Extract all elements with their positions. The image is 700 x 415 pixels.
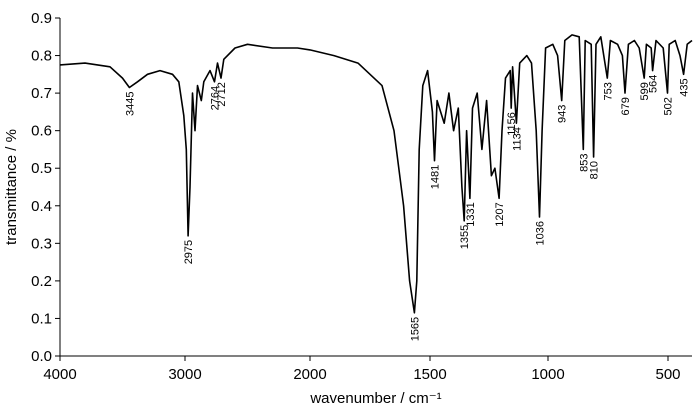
peak-label: 1207 bbox=[494, 202, 506, 226]
x-tick-label: 500 bbox=[655, 366, 680, 383]
peak-label: 810 bbox=[589, 161, 601, 179]
peak-label: 2975 bbox=[183, 240, 195, 264]
peak-label: 853 bbox=[578, 153, 590, 171]
y-tick-label: 0.0 bbox=[31, 348, 52, 365]
peak-label: 564 bbox=[648, 75, 660, 93]
peak-label: 502 bbox=[663, 97, 675, 115]
y-tick-label: 0.4 bbox=[31, 198, 52, 215]
y-tick-label: 0.2 bbox=[31, 273, 52, 290]
peak-label: 435 bbox=[679, 78, 691, 96]
peak-label: 2764 bbox=[210, 86, 222, 110]
x-tick-label: 4000 bbox=[43, 366, 76, 383]
peak-label: 1481 bbox=[429, 165, 441, 189]
x-tick-label: 1500 bbox=[413, 366, 446, 383]
peak-label: 943 bbox=[557, 105, 569, 123]
x-axis-label: wavenumber / cm⁻¹ bbox=[309, 390, 441, 407]
y-tick-label: 0.7 bbox=[31, 85, 52, 102]
y-tick-label: 0.9 bbox=[31, 10, 52, 27]
peak-label: 1134 bbox=[511, 127, 523, 151]
peak-label: 753 bbox=[602, 82, 614, 100]
peak-label: 1565 bbox=[409, 317, 421, 341]
y-tick-label: 0.3 bbox=[31, 235, 52, 252]
peak-label: 3445 bbox=[124, 91, 136, 115]
peak-label: 2712 bbox=[216, 82, 228, 106]
peak-label: 1355 bbox=[459, 225, 471, 249]
peak-label: 599 bbox=[639, 82, 651, 100]
y-tick-label: 0.6 bbox=[31, 123, 52, 140]
peak-label: 1156 bbox=[506, 112, 518, 136]
peak-label: 1331 bbox=[465, 202, 477, 226]
x-tick-label: 2000 bbox=[293, 366, 326, 383]
y-tick-label: 0.1 bbox=[31, 310, 52, 327]
spectrum-line bbox=[59, 34, 693, 314]
x-tick-label: 1000 bbox=[531, 366, 564, 383]
x-tick-label: 3000 bbox=[168, 366, 201, 383]
y-tick-label: 0.5 bbox=[31, 160, 52, 177]
y-axis-label: transmittance / % bbox=[3, 129, 20, 245]
y-tick-label: 0.8 bbox=[31, 48, 52, 65]
peak-label: 679 bbox=[620, 97, 632, 115]
peak-label: 1036 bbox=[535, 221, 547, 245]
